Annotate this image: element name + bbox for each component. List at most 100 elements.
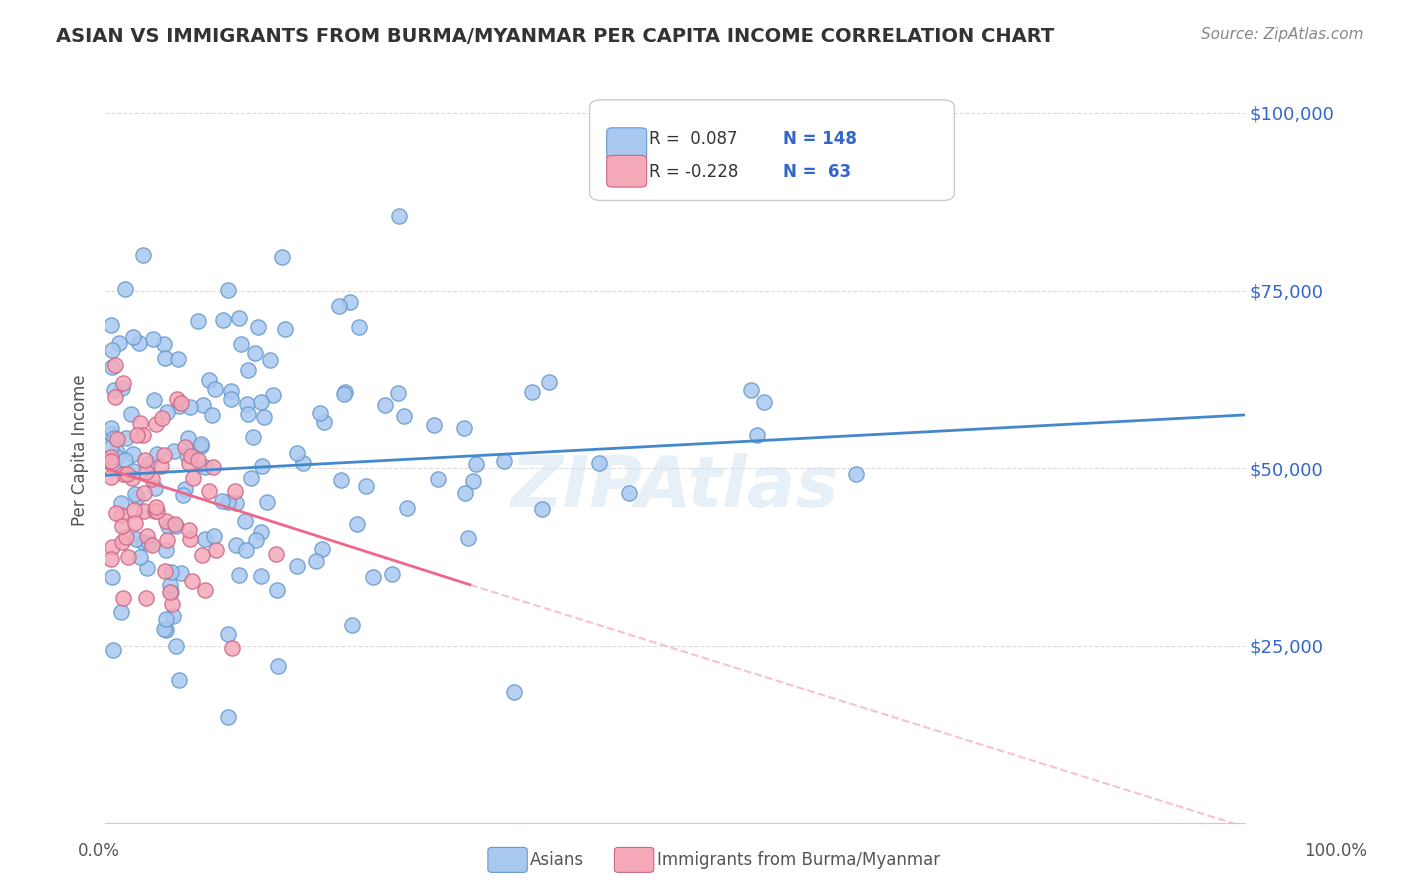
Point [128,335,150,350]
Point [180,449,202,463]
Point [153,448,176,462]
Text: N = 148: N = 148 [783,130,858,148]
Point [242,429,264,443]
Point [134,504,156,518]
Point [266,583,288,598]
Point [103,643,125,657]
Point [165,639,187,653]
Point [138,456,160,470]
Point [103,383,125,397]
Point [217,710,239,724]
Point [156,404,179,418]
Point [111,535,134,549]
Point [745,428,768,442]
Point [100,470,122,484]
Point [328,299,350,313]
Point [117,550,139,565]
Point [285,558,308,573]
Text: 100.0%: 100.0% [1305,842,1367,860]
Point [111,381,134,395]
Point [146,447,169,461]
Text: Asians: Asians [530,851,583,869]
Point [204,383,226,397]
Point [346,516,368,531]
Point [212,312,235,326]
Point [153,337,176,351]
Text: ZIPAtlas: ZIPAtlas [510,453,839,522]
Point [267,659,290,673]
Point [132,535,155,549]
Point [122,502,145,516]
Point [190,437,212,451]
Point [238,408,260,422]
FancyBboxPatch shape [607,128,647,160]
Point [108,336,131,351]
Point [146,504,169,518]
Point [354,479,377,493]
Point [394,409,416,423]
Point [201,408,224,422]
Point [115,431,138,445]
Point [121,330,143,344]
Point [340,618,363,632]
Point [100,454,122,468]
Point [159,565,181,579]
Point [191,398,214,412]
Point [105,506,128,520]
Point [141,538,163,552]
Point [211,493,233,508]
Point [160,585,183,599]
Point [120,407,142,421]
Point [330,473,353,487]
Text: ASIAN VS IMMIGRANTS FROM BURMA/MYANMAR PER CAPITA INCOME CORRELATION CHART: ASIAN VS IMMIGRANTS FROM BURMA/MYANMAR P… [56,27,1054,45]
Point [100,427,122,442]
Point [141,472,163,486]
Point [387,386,409,401]
Point [190,439,212,453]
Point [110,508,132,522]
Point [305,554,328,568]
Point [217,495,239,509]
Point [129,417,152,431]
Point [107,432,129,446]
Point [264,547,287,561]
Y-axis label: Per Capita Income: Per Capita Income [72,375,89,526]
Point [101,570,124,584]
Point [740,383,762,397]
Text: R = -0.228: R = -0.228 [650,163,738,181]
Point [135,591,157,606]
Point [170,566,193,581]
Point [132,486,155,500]
Point [245,345,267,359]
Point [166,392,188,406]
Point [229,337,252,351]
Point [159,578,181,592]
Point [228,311,250,326]
Point [465,457,488,471]
Point [426,473,449,487]
Point [136,560,159,574]
Point [159,584,181,599]
Point [103,431,125,445]
Point [217,283,239,297]
Point [125,532,148,546]
Point [530,501,553,516]
Point [100,552,122,566]
Point [312,415,335,429]
Point [104,358,127,372]
Point [143,481,166,495]
Point [252,459,274,474]
Point [114,453,136,467]
Point [239,471,262,485]
Point [285,445,308,459]
Point [179,524,201,538]
Point [177,456,200,470]
Point [105,444,128,458]
Point [143,504,166,518]
Point [225,538,247,552]
Point [250,395,273,409]
Point [115,467,138,481]
Point [194,582,217,597]
Point [142,332,165,346]
Point [263,387,285,401]
